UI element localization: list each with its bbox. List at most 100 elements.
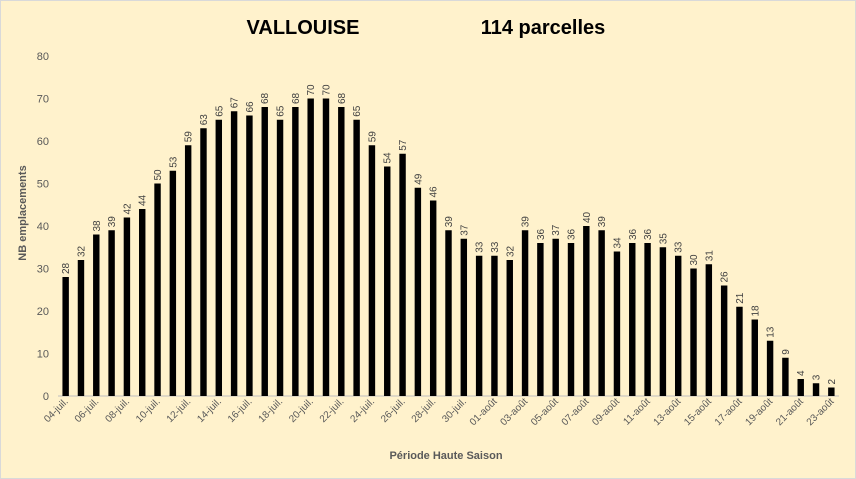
chart-subtitle: 114 parcelles <box>481 17 606 39</box>
bar <box>460 238 468 396</box>
data-label: 42 <box>122 203 133 215</box>
bar <box>782 357 789 396</box>
data-label: 49 <box>413 173 424 185</box>
data-label: 66 <box>245 101 256 113</box>
bar <box>154 183 161 396</box>
bar <box>399 153 406 396</box>
bar <box>583 226 590 396</box>
data-label: 18 <box>750 305 761 317</box>
bar <box>598 230 605 396</box>
bar <box>445 230 452 396</box>
bar <box>246 115 253 396</box>
data-label: 36 <box>643 228 654 240</box>
y-axis: 0 10 20 30 40 50 60 70 80 <box>37 51 49 403</box>
y-tick-label: 0 <box>43 391 49 403</box>
bar <box>705 264 713 396</box>
bar <box>123 217 131 396</box>
data-label: 36 <box>536 228 547 240</box>
bar <box>429 200 437 396</box>
bar <box>506 260 513 396</box>
data-label: 39 <box>597 216 608 228</box>
bar <box>215 119 223 396</box>
data-label: 50 <box>153 169 164 181</box>
x-tick-label: 16-juil. <box>226 396 255 425</box>
bar <box>797 379 804 396</box>
bar <box>322 98 330 396</box>
data-label: 33 <box>475 241 486 253</box>
x-tick-label: 22-juil. <box>318 396 347 425</box>
data-label: 3 <box>812 374 823 380</box>
y-axis-title: NB emplacements <box>17 165 29 260</box>
data-label: 59 <box>184 131 195 143</box>
x-tick-label: 19-août <box>743 396 775 428</box>
data-label: 36 <box>628 228 639 240</box>
bar <box>230 111 238 396</box>
bar <box>184 145 192 396</box>
bar <box>766 340 774 396</box>
data-label: 21 <box>735 292 746 304</box>
y-tick-label: 70 <box>37 94 49 106</box>
x-tick-label: 17-août <box>713 396 745 428</box>
data-label: 37 <box>551 224 562 236</box>
data-label: 2 <box>827 379 838 385</box>
x-tick-label: 10-juil. <box>134 396 163 425</box>
x-tick-label: 06-juil. <box>73 396 102 425</box>
x-tick-label: 24-juil. <box>348 396 377 425</box>
y-tick-label: 10 <box>37 349 49 361</box>
x-tick-label: 09-août <box>590 396 622 428</box>
bar <box>292 107 299 396</box>
bar <box>307 98 314 396</box>
data-label: 39 <box>521 216 532 228</box>
x-tick-label: 14-juil. <box>195 396 224 425</box>
bar <box>276 119 284 396</box>
data-label: 30 <box>689 254 700 266</box>
x-tick-label: 05-août <box>529 396 561 428</box>
data-label: 59 <box>367 131 378 143</box>
bar <box>521 230 529 396</box>
y-tick-label: 50 <box>37 179 49 191</box>
data-label: 68 <box>291 92 302 104</box>
x-tick-label: 01-août <box>468 396 500 428</box>
y-tick-label: 20 <box>37 306 49 318</box>
x-tick-label: 11-août <box>621 396 652 427</box>
bar <box>62 277 69 396</box>
x-tick-label: 28-juil. <box>410 396 439 425</box>
bar <box>139 209 146 396</box>
data-label: 33 <box>674 241 685 253</box>
data-label: 13 <box>766 326 777 338</box>
chart-title: VALLOUISE <box>247 17 360 39</box>
data-label: 70 <box>306 84 317 96</box>
bar <box>751 319 758 396</box>
x-tick-label: 08-juil. <box>103 396 132 425</box>
bars-group <box>62 98 835 396</box>
bar <box>537 243 544 396</box>
data-label: 33 <box>490 241 501 253</box>
data-label: 54 <box>383 152 394 164</box>
data-label: 53 <box>168 156 179 168</box>
data-label: 38 <box>92 220 103 232</box>
data-label: 57 <box>398 139 409 151</box>
data-label: 65 <box>276 105 287 117</box>
data-label: 31 <box>704 250 715 262</box>
bar <box>200 128 207 396</box>
data-label: 35 <box>658 233 669 245</box>
x-tick-label: 20-juil. <box>287 396 316 425</box>
bar <box>169 170 177 396</box>
bar <box>77 260 85 396</box>
data-label: 36 <box>567 228 578 240</box>
bar <box>674 255 682 396</box>
data-label: 63 <box>199 114 210 126</box>
data-label: 34 <box>612 237 623 249</box>
y-tick-label: 60 <box>37 136 49 148</box>
data-label: 65 <box>214 105 225 117</box>
data-label: 68 <box>260 92 271 104</box>
data-label: 67 <box>230 97 241 109</box>
y-tick-label: 80 <box>37 51 49 63</box>
y-tick-label: 30 <box>37 264 49 276</box>
bar <box>629 243 636 396</box>
x-tick-label: 21-août <box>774 396 806 428</box>
bar <box>261 107 268 396</box>
